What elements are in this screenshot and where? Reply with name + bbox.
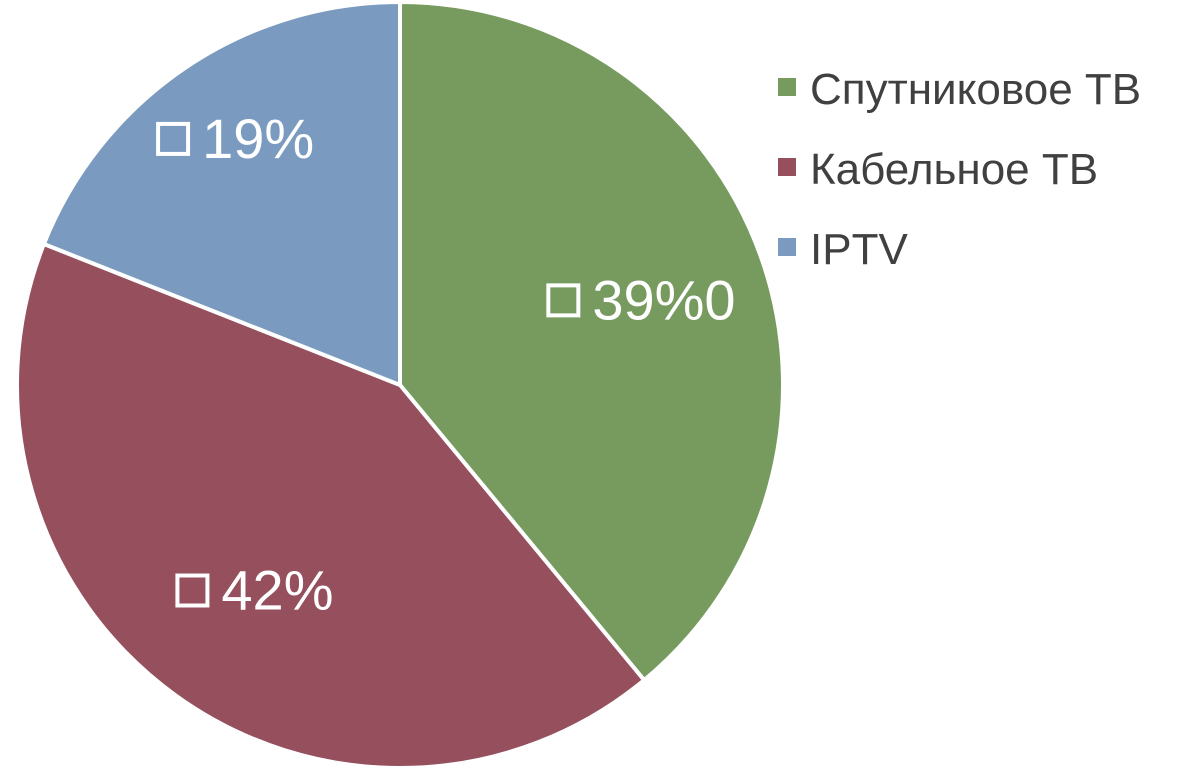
legend-item-3: IPTV bbox=[778, 225, 908, 274]
label-marker-square bbox=[156, 121, 191, 156]
legend: Спутниковое ТВ Кабельное ТВ IPTV bbox=[778, 65, 1141, 274]
data-labels: 39%0 42% 19% bbox=[156, 107, 736, 622]
legend-item-1: Спутниковое ТВ bbox=[778, 65, 1141, 114]
pie-slice-2 bbox=[15, 242, 647, 770]
label-marker-square bbox=[175, 573, 210, 608]
legend-swatch bbox=[778, 238, 796, 256]
pie-slice-3 bbox=[41, 0, 402, 387]
data-label-1: 39%0 bbox=[546, 268, 736, 331]
legend-swatch bbox=[778, 78, 796, 96]
pie-slices bbox=[15, 0, 785, 770]
legend-label: Спутниковое ТВ bbox=[810, 65, 1141, 114]
data-label-text: 42% bbox=[221, 559, 333, 622]
data-label-text: 19% bbox=[202, 107, 314, 170]
legend-swatch bbox=[778, 158, 796, 176]
label-marker-square bbox=[546, 283, 581, 318]
pie-slice-1 bbox=[398, 0, 785, 683]
legend-label: IPTV bbox=[810, 225, 908, 274]
legend-label: Кабельное ТВ bbox=[810, 145, 1098, 194]
data-label-text: 39%0 bbox=[592, 268, 735, 331]
legend-item-2: Кабельное ТВ bbox=[778, 145, 1098, 194]
data-label-3: 19% bbox=[156, 107, 314, 170]
data-label-2: 42% bbox=[175, 559, 334, 622]
